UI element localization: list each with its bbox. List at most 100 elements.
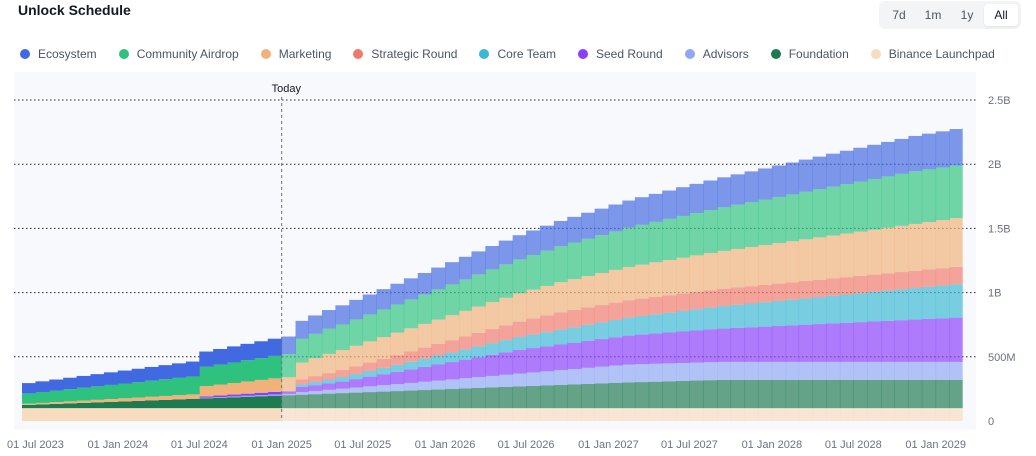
area-segment-community-airdrop: [622, 227, 636, 267]
area-segment-seed-round: [335, 381, 350, 389]
legend-dot-icon: [479, 49, 490, 59]
area-segment-ecosystem: [744, 171, 759, 203]
area-segment-community-airdrop: [227, 362, 241, 383]
area-segment-strategic-round: [295, 379, 309, 385]
area-segment-marketing: [485, 302, 500, 330]
area-segment-foundation: [335, 393, 350, 409]
area-segment-marketing: [785, 241, 800, 283]
area-segment-binance-launchpad: [921, 408, 937, 421]
area-segment-ecosystem: [853, 147, 868, 182]
area-segment-strategic-round: [512, 321, 527, 338]
today-overlay: Today: [272, 83, 302, 421]
area-segment-foundation: [227, 397, 241, 409]
legend-item-marketing[interactable]: Marketing: [260, 47, 331, 61]
area-segment-core-team: [608, 319, 623, 338]
area-segment-seed-round: [458, 359, 472, 379]
area-segment-ecosystem: [117, 370, 133, 384]
area-segment-strategic-round: [539, 315, 555, 333]
area-segment-foundation: [295, 394, 309, 409]
legend-item-core-team[interactable]: Core Team: [479, 47, 556, 61]
area-segment-seed-round: [908, 319, 923, 362]
area-segment-community-airdrop: [76, 387, 91, 401]
area-segment-seed-round: [689, 330, 704, 363]
range-1y-button[interactable]: 1y: [960, 8, 974, 22]
area-segment-binance-launchpad: [171, 408, 187, 421]
area-segment-seed-round: [403, 369, 419, 383]
area-segment-ecosystem: [295, 320, 309, 339]
legend-item-community-airdrop[interactable]: Community Airdrop: [118, 47, 239, 61]
area-segment-advisors: [826, 361, 841, 380]
area-segment-binance-launchpad: [417, 408, 432, 421]
legend-label: Community Airdrop: [136, 47, 239, 61]
area-segment-foundation: [839, 379, 854, 409]
area-segment-marketing: [144, 396, 159, 401]
range-7d-button[interactable]: 7d: [892, 8, 906, 22]
area-segment-binance-launchpad: [676, 408, 690, 421]
legend-item-advisors[interactable]: Advisors: [684, 47, 749, 61]
area-segment-binance-launchpad: [295, 408, 309, 421]
x-tick-label: 01 Jul 2024: [171, 439, 228, 451]
area-segment-community-airdrop: [213, 364, 228, 385]
area-segment-foundation: [567, 384, 582, 409]
area-segment-foundation: [771, 379, 787, 409]
area-segment-foundation: [539, 385, 555, 409]
legend-item-strategic-round[interactable]: Strategic Round: [353, 47, 457, 61]
area-segment-strategic-round: [362, 362, 377, 371]
area-segment-marketing: [458, 310, 472, 337]
area-segment-marketing: [826, 235, 841, 279]
area-segment-community-airdrop: [417, 294, 432, 324]
area-segment-community-airdrop: [362, 314, 377, 342]
area-segment-binance-launchpad: [881, 408, 895, 421]
area-segment-foundation: [254, 396, 269, 409]
area-segment-ecosystem: [485, 245, 500, 270]
area-segment-marketing: [22, 403, 36, 405]
area-segment-ecosystem: [553, 220, 568, 247]
area-segment-strategic-round: [608, 302, 623, 320]
area-segment-seed-round: [539, 346, 555, 372]
legend-item-foundation[interactable]: Foundation: [770, 47, 849, 61]
legend-item-seed-round[interactable]: Seed Round: [577, 47, 663, 61]
area-segment-advisors: [634, 364, 650, 383]
area-segment-strategic-round: [921, 269, 937, 287]
area-segment-ecosystem: [730, 174, 745, 205]
area-segment-community-airdrop: [144, 380, 159, 397]
x-tick-label: 01 Jul 2025: [334, 439, 391, 451]
area-segment-foundation: [35, 404, 50, 409]
area-segment-core-team: [295, 384, 309, 387]
area-segment-advisors: [498, 374, 514, 387]
legend-item-ecosystem[interactable]: Ecosystem: [20, 47, 97, 61]
area-segment-seed-round: [622, 335, 636, 365]
area-segment-community-airdrop: [254, 358, 269, 380]
range-all-button[interactable]: All: [984, 4, 1018, 26]
area-segment-strategic-round: [390, 355, 405, 365]
area-segment-foundation: [648, 381, 663, 409]
area-segment-community-airdrop: [158, 379, 173, 396]
area-segment-seed-round: [240, 393, 255, 396]
area-segment-ecosystem: [594, 208, 609, 236]
area-segment-community-airdrop: [608, 231, 623, 270]
area-segment-seed-round: [227, 394, 241, 397]
area-segment-binance-launchpad: [553, 408, 568, 421]
area-segment-community-airdrop: [90, 386, 105, 400]
area-segment-seed-round: [213, 395, 228, 397]
area-segment-binance-launchpad: [158, 408, 173, 421]
range-1m-button[interactable]: 1m: [924, 8, 942, 22]
legend-dot-icon: [20, 49, 30, 59]
legend-item-binance-launchpad[interactable]: Binance Launchpad: [870, 47, 995, 61]
area-segment-foundation: [171, 399, 187, 409]
area-segment-strategic-round: [485, 329, 500, 344]
area-segment-foundation: [553, 384, 568, 409]
area-segment-binance-launchpad: [240, 408, 255, 421]
area-segment-seed-round: [431, 364, 446, 381]
legend-label: Ecosystem: [38, 47, 97, 61]
area-segment-seed-round: [634, 334, 650, 365]
area-segment-marketing: [839, 233, 854, 278]
area-segment-ecosystem: [376, 289, 391, 310]
area-segment-strategic-round: [471, 332, 486, 347]
area-segment-binance-launchpad: [254, 408, 269, 421]
area-segment-ecosystem: [881, 141, 895, 177]
area-segment-marketing: [689, 255, 704, 292]
area-segment-seed-round: [199, 396, 214, 398]
area-segment-marketing: [471, 306, 486, 333]
